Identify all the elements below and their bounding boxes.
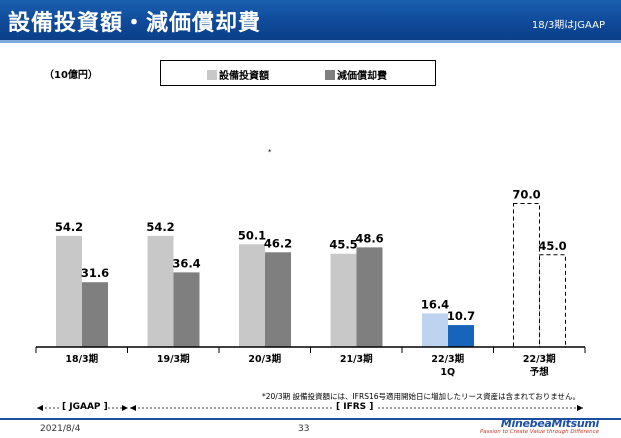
- footer-line: [0, 418, 621, 420]
- bar-capex-4: [422, 313, 448, 347]
- legend-swatch-depreciation: [325, 70, 335, 80]
- data-label-depreciation-3: 48.6: [355, 231, 383, 245]
- asterisk-mark: *: [268, 148, 272, 156]
- x-tick-label-3: 21/3期: [340, 353, 373, 365]
- ifrs-arrowhead-right: [577, 405, 583, 411]
- x-tick-sublabel-4: 1Q: [440, 367, 455, 378]
- legend-swatch-capex: [207, 70, 217, 80]
- bar-capex-1: [147, 235, 174, 347]
- bar-depreciation-3: [356, 247, 383, 347]
- logo-name: MinebeaMitsumi: [500, 417, 599, 430]
- data-label-depreciation-0: 31.6: [81, 266, 109, 280]
- data-label-depreciation-1: 36.4: [172, 256, 200, 270]
- bar-capex-0: [56, 235, 82, 347]
- legend-label-depreciation: 減価償却費: [337, 71, 387, 82]
- bar-depreciation-4: [448, 325, 474, 347]
- page-title: 設備投資額・減価償却費: [8, 11, 262, 36]
- jgaap-arrowhead-left: [37, 405, 43, 411]
- data-label-capex-2: 50.1: [238, 228, 266, 242]
- ifrs-label: [ IFRS ]: [336, 402, 374, 412]
- x-tick-label-4: 22/3期: [431, 353, 464, 365]
- bar-capex-2: [239, 244, 265, 347]
- gaap-period-labels: [ JGAAP ] [ IFRS ]: [0, 402, 621, 416]
- data-label-depreciation-2: 46.2: [264, 236, 292, 250]
- legend-item-capex: 設備投資額: [207, 67, 269, 82]
- data-label-depreciation-4: 10.7: [447, 309, 475, 323]
- jgaap-arrowhead-right: [122, 405, 128, 411]
- jgaap-label: [ JGAAP ]: [62, 402, 108, 412]
- page-number: 33: [298, 424, 310, 434]
- data-label-capex-5: 70.0: [512, 188, 540, 202]
- data-label-capex-1: 54.2: [146, 220, 174, 234]
- bar-capex-5: [513, 203, 540, 348]
- footer-date: 2021/8/4: [40, 424, 81, 434]
- bar-depreciation-1: [173, 272, 200, 347]
- data-label-depreciation-5: 45.0: [538, 239, 566, 253]
- footnote: *20/3期 設備投資額には、IFRS16号適用開始日に増加したリース資産は含ま…: [262, 392, 580, 401]
- data-label-capex-3: 45.5: [329, 238, 357, 252]
- x-tick-label-1: 19/3期: [157, 353, 190, 365]
- unit-label: （10億円）: [44, 70, 98, 81]
- logo-tagline: Passion to Create Value through Differen…: [479, 429, 599, 435]
- x-tick-label-0: 18/3期: [65, 353, 98, 365]
- legend-item-depreciation: 減価償却費: [325, 67, 387, 82]
- x-tick-label-2: 20/3期: [248, 353, 281, 365]
- company-logo: MinebeaMitsumi Passion to Create Value t…: [480, 417, 599, 435]
- bar-depreciation-5: [539, 254, 566, 348]
- gaap-note: 18/3期はJGAAP: [531, 20, 605, 31]
- ifrs-arrowhead-left: [130, 405, 136, 411]
- data-label-capex-0: 54.2: [55, 220, 83, 234]
- header-bar: 設備投資額・減価償却費 18/3期はJGAAP: [0, 0, 621, 40]
- bar-depreciation-2: [265, 252, 291, 347]
- bar-capex-3: [330, 253, 357, 347]
- header-stripe: [0, 40, 621, 43]
- x-tick-sublabel-5: 予想: [530, 366, 550, 378]
- bar-depreciation-0: [82, 282, 108, 347]
- legend-label-capex: 設備投資額: [219, 71, 269, 82]
- x-tick-label-5: 22/3期: [523, 353, 556, 365]
- data-label-capex-4: 16.4: [421, 297, 449, 311]
- legend: 設備投資額 減価償却費: [160, 60, 436, 86]
